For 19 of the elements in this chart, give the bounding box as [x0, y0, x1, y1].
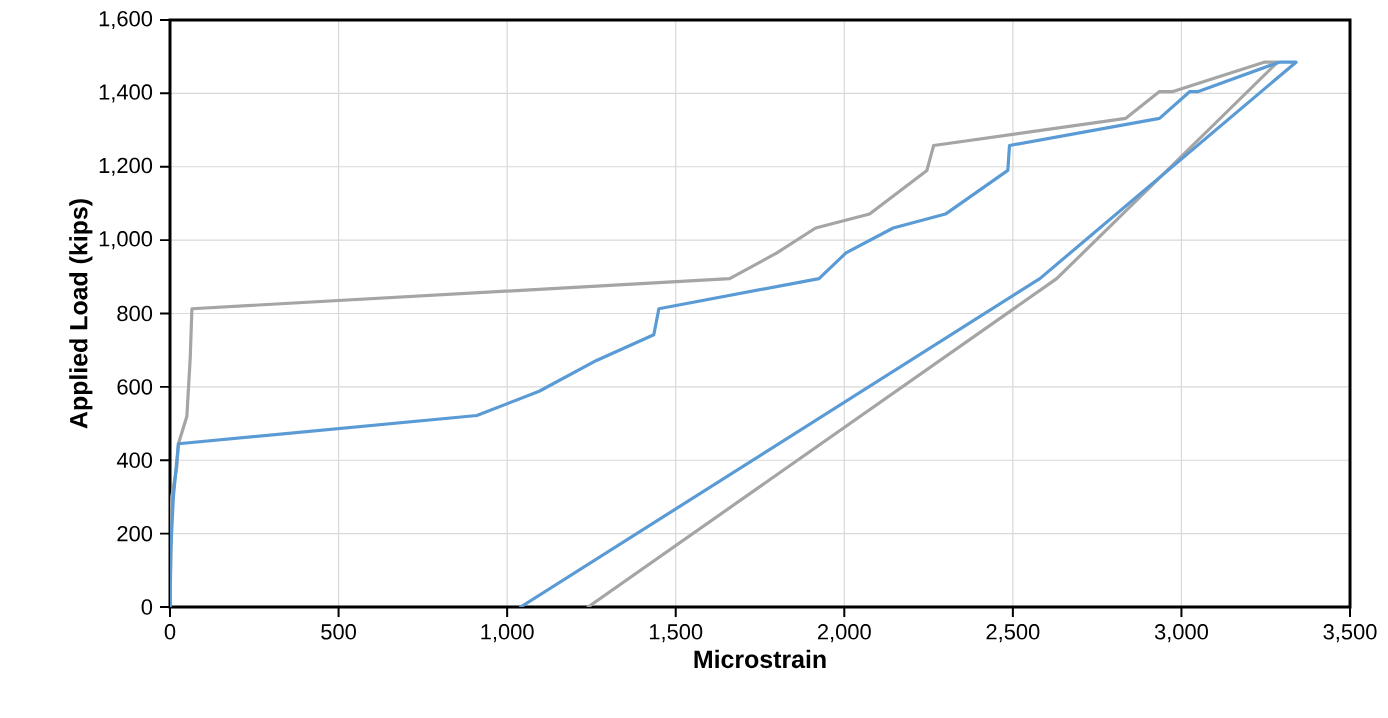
y-tick-label: 800: [117, 305, 153, 322]
y-axis-title: Applied Load (kips): [69, 199, 93, 429]
y-tick-label: 600: [117, 379, 153, 395]
x-tick-label: 3,000: [1154, 624, 1208, 643]
x-tick-label: 0: [164, 624, 176, 640]
x-tick-label: 2,000: [817, 624, 871, 643]
y-tick-label: 1,600: [99, 10, 153, 30]
y-tick-label: 400: [116, 452, 153, 469]
y-tick-label: 1,200: [99, 157, 153, 176]
x-tick-label: 500: [321, 624, 356, 640]
x-tick-label: 1,000: [481, 624, 534, 643]
x-tick-label: 2,500: [986, 624, 1040, 643]
y-tick-label: 200: [117, 525, 153, 542]
y-tick-label: 1,000: [99, 231, 153, 250]
y-tick-label: 1,400: [99, 84, 153, 103]
x-tick-label: 1,500: [649, 624, 703, 643]
x-tick-label: 3,500: [1323, 624, 1377, 643]
y-tick-label: 0: [141, 599, 153, 615]
x-axis-title: Microstrain: [694, 649, 826, 669]
